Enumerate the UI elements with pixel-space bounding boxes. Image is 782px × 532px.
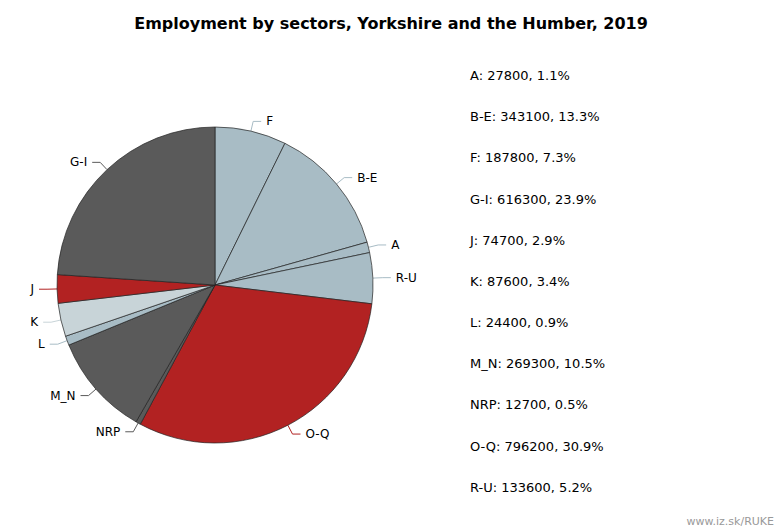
svg-text:J: 74700, 2.9%: J: 74700, 2.9% [469, 233, 565, 248]
svg-text:F: F [266, 114, 273, 128]
svg-text:L: L [38, 337, 45, 351]
svg-text:K: 87600, 3.4%: K: 87600, 3.4% [470, 274, 570, 289]
svg-text:J: J [30, 282, 35, 296]
svg-text:O-Q: O-Q [305, 427, 329, 441]
svg-text:B-E: B-E [357, 171, 377, 185]
svg-text:NRP: 12700, 0.5%: NRP: 12700, 0.5% [470, 397, 588, 412]
svg-text:M_N: M_N [50, 389, 75, 403]
svg-text:F: 187800, 7.3%: F: 187800, 7.3% [470, 150, 576, 165]
svg-text:NRP: NRP [96, 425, 121, 439]
svg-text:www.iz.sk/RUKE: www.iz.sk/RUKE [687, 515, 775, 528]
svg-text:A: 27800, 1.1%: A: 27800, 1.1% [470, 68, 570, 83]
svg-text:M_N: 269300, 10.5%: M_N: 269300, 10.5% [470, 356, 605, 371]
svg-text:A: A [391, 238, 400, 252]
svg-text:Employment by sectors, Yorkshi: Employment by sectors, Yorkshire and the… [134, 14, 648, 33]
svg-text:B-E: 343100, 13.3%: B-E: 343100, 13.3% [470, 109, 600, 124]
svg-text:R-U: R-U [396, 271, 417, 285]
svg-text:K: K [30, 315, 39, 329]
svg-text:G-I: 616300, 23.9%: G-I: 616300, 23.9% [470, 192, 596, 207]
svg-text:R-U: 133600, 5.2%: R-U: 133600, 5.2% [470, 480, 592, 495]
svg-text:O-Q: 796200, 30.9%: O-Q: 796200, 30.9% [470, 439, 604, 454]
svg-text:L: 24400, 0.9%: L: 24400, 0.9% [470, 315, 568, 330]
svg-text:G-I: G-I [70, 155, 87, 169]
